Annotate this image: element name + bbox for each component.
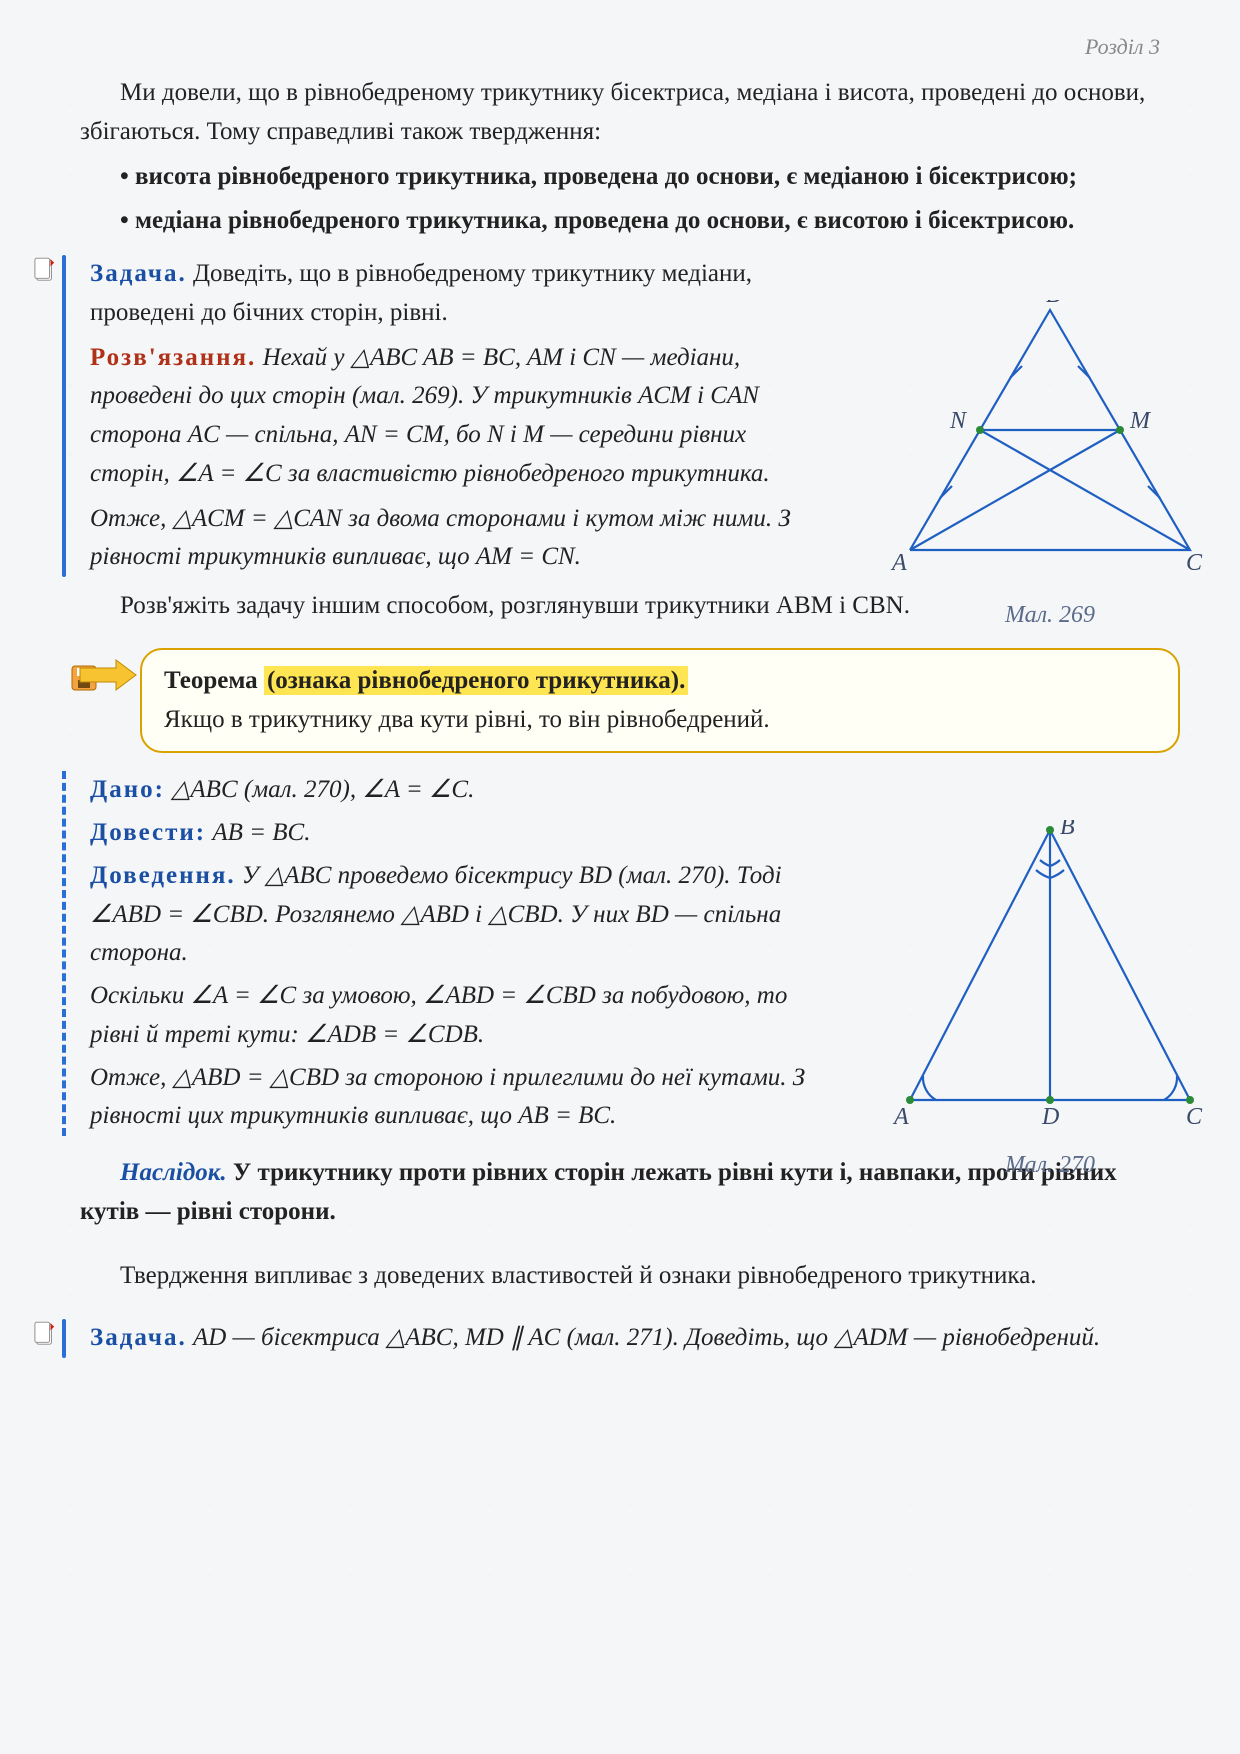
fig1-label-C: C: [1186, 550, 1203, 576]
note-icon-2: [34, 1321, 56, 1349]
intro-paragraph: Ми довели, що в рівнобедреному трикутник…: [80, 74, 1180, 152]
corollary-after: Твердження випливає з доведених властиво…: [80, 1257, 1180, 1296]
proof-left-bar: [62, 771, 66, 1136]
task-1-left-bar: [62, 255, 66, 577]
theorem-body: Якщо в трикутнику два кути рівні, то він…: [164, 706, 770, 733]
theorem-arrow-icon: [78, 658, 138, 692]
task-2-block: Задача. AD — бісектриса △ABC, MD ∥ AC (м…: [80, 1319, 1180, 1358]
proof-block: Дано: △ABC (мал. 270), ∠A = ∠C. Довести:…: [80, 771, 1180, 1136]
task-1-text: Доведіть, що в рівнобедреному трикутнику…: [90, 260, 752, 326]
fig2-label-C: C: [1186, 1104, 1203, 1130]
task-1-label: Задача.: [90, 260, 187, 287]
task-2-label: Задача.: [90, 1324, 187, 1351]
given-text: △ABC (мал. 270), ∠A = ∠C.: [171, 776, 474, 803]
figure-270-caption: Мал. 270: [890, 1147, 1210, 1184]
proof-label: Доведення.: [90, 862, 236, 889]
task-2-left-bar: [62, 1319, 66, 1358]
theorem-title: Теорема: [164, 667, 258, 694]
page-content: Розділ 3 Ми довели, що в рівнобедреному …: [0, 0, 1240, 1398]
task-1-block: Задача. Доведіть, що в рівнобедреному тр…: [80, 255, 1180, 577]
prove-text: AB = BC.: [212, 819, 310, 846]
section-header: Розділ 3: [80, 30, 1180, 64]
proof-p2: Оскільки ∠A = ∠C за умовою, ∠ABD = ∠CBD …: [90, 977, 830, 1055]
note-icon: [34, 257, 56, 285]
proof-p3: Отже, △ABD = △CBD за стороною і прилегли…: [90, 1059, 830, 1137]
task-2-text: AD — бісектриса △ABC, MD ∥ AC (мал. 271)…: [193, 1324, 1100, 1351]
theorem-box: Теорема (ознака рівнобедреного трикутник…: [140, 648, 1180, 754]
solution-text-b: Отже, △ACM = △CAN за двома сторонами і к…: [90, 500, 830, 578]
intro-bullet-1: • висота рівнобедреного трикутника, пров…: [80, 158, 1180, 197]
prove-label: Довести:: [90, 819, 206, 846]
given-label: Дано:: [90, 776, 165, 803]
corollary-label: Наслідок.: [120, 1159, 227, 1186]
figure-269-caption: Мал. 269: [890, 597, 1210, 634]
intro-bullet-2: • медіана рівнобедреного трикутника, про…: [80, 202, 1180, 241]
theorem-paren: (ознака рівнобедреного трикутника).: [264, 666, 688, 695]
solution-label: Розв'язання.: [90, 344, 256, 371]
